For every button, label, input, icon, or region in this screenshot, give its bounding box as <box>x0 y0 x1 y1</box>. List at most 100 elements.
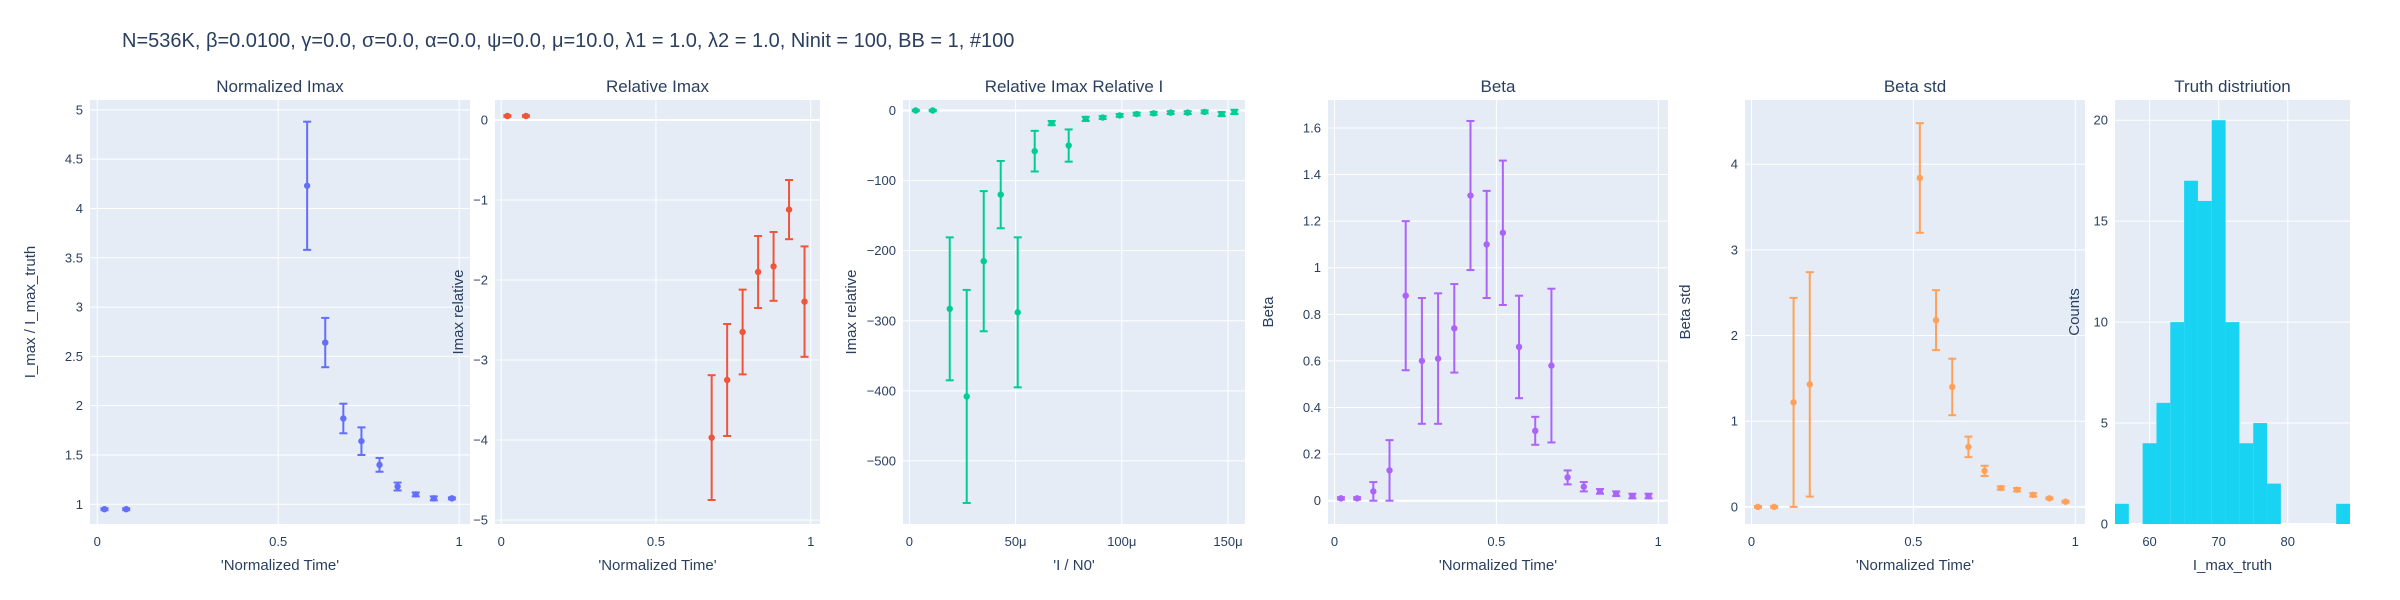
y-tick-label: 5 <box>2101 416 2108 431</box>
subplot-title: Relative Imax <box>606 77 709 96</box>
data-point-with-error-bar <box>1628 492 1637 500</box>
data-point-with-error-bar <box>2045 495 2054 502</box>
y-tick-label: −4 <box>473 433 488 448</box>
y-tick-label: 0.8 <box>1303 307 1321 322</box>
y-axis-label: Imax relative <box>843 269 860 354</box>
subplot-title: Beta <box>1481 77 1517 96</box>
data-point-with-error-bar <box>1217 110 1226 118</box>
data-point-with-error-bar <box>1369 481 1378 502</box>
data-marker <box>1548 362 1555 369</box>
y-tick-label: 1 <box>1731 414 1738 429</box>
data-marker <box>1916 174 1924 182</box>
y-tick-label: 0.2 <box>1303 447 1321 462</box>
data-marker <box>1467 192 1474 199</box>
data-marker <box>1099 114 1106 121</box>
data-marker <box>963 393 970 400</box>
data-point-with-error-bar <box>1547 287 1556 444</box>
y-tick-label: −300 <box>867 313 896 328</box>
data-point-with-error-bar <box>2013 486 2021 493</box>
data-point-with-error-bar <box>122 506 131 513</box>
data-point-with-error-bar <box>1401 220 1410 372</box>
data-marker <box>1031 147 1038 155</box>
data-point-with-error-bar <box>1064 128 1073 163</box>
y-tick-label: 2.5 <box>65 349 83 364</box>
x-axis-label: 'Normalized Time' <box>598 557 716 574</box>
data-marker <box>1949 383 1956 391</box>
data-point-with-error-bar <box>357 426 366 456</box>
data-point-with-error-bar <box>2029 491 2038 499</box>
y-tick-label: 4 <box>1731 157 1738 172</box>
chart-panel-1: 0 0.5 1 1 1.5 2 2.5 3 3.5 4 4.5 5 Normalized Imax 'No… <box>22 77 470 574</box>
data-point-with-error-bar <box>1805 271 1814 498</box>
plot-area <box>90 100 470 524</box>
data-marker <box>2062 498 2069 505</box>
x-tick-label: 1 <box>456 534 463 549</box>
x-tick-label: 0 <box>1331 534 1338 549</box>
data-marker <box>739 328 746 336</box>
data-marker <box>785 206 793 213</box>
y-tick-label: 1.6 <box>1303 120 1321 135</box>
data-marker <box>1370 488 1377 495</box>
data-marker <box>980 257 987 265</box>
y-tick-label: 1 <box>76 497 83 512</box>
subplot-title: Beta std <box>1884 77 1946 96</box>
subplot-title: Relative Imax Relative I <box>985 77 1164 96</box>
data-point-with-error-bar <box>375 456 384 473</box>
histogram-bar <box>2115 503 2129 524</box>
x-tick-label: 0.5 <box>269 534 287 549</box>
y-tick-label: 15 <box>2094 214 2108 229</box>
data-marker <box>1790 399 1797 406</box>
y-axis-label: Counts <box>2066 288 2083 336</box>
data-point-with-error-bar <box>1515 294 1524 400</box>
data-point-with-error-bar <box>911 107 920 114</box>
data-point-with-error-bar <box>979 190 988 333</box>
x-tick-label: 0.5 <box>1487 534 1505 549</box>
data-marker <box>1014 309 1021 316</box>
y-tick-label: 3 <box>1731 242 1738 257</box>
y-tick-label: 1.2 <box>1303 214 1321 229</box>
x-tick-label: 0 <box>94 534 101 549</box>
y-axis-label: Beta std <box>1677 284 1694 339</box>
data-point-with-error-bar <box>800 245 809 358</box>
histogram-bar <box>2170 322 2185 524</box>
plot-area <box>1328 100 1668 524</box>
data-marker <box>358 437 365 445</box>
histogram-bar <box>2184 180 2198 524</box>
data-marker <box>504 112 511 120</box>
data-marker <box>1231 108 1238 116</box>
data-marker <box>1981 467 1988 475</box>
histogram-bar <box>2156 402 2171 524</box>
data-point-with-error-bar <box>1450 283 1459 374</box>
y-tick-label: 10 <box>2094 315 2108 330</box>
y-tick-label: 0 <box>2101 517 2108 532</box>
data-marker <box>1048 119 1055 127</box>
y-tick-label: 3 <box>76 300 83 315</box>
data-point-with-error-bar <box>1098 114 1107 121</box>
x-tick-label: 100μ <box>1107 534 1136 549</box>
chart-panel-6: 60 70 80 0 5 10 15 20 Truth distriution I_max_tru… <box>2066 77 2350 574</box>
y-tick-label: 20 <box>2094 113 2108 128</box>
y-tick-label: −5 <box>473 513 488 528</box>
x-axis-label: I_max_truth <box>2193 557 2272 574</box>
data-point-with-error-bar <box>754 235 763 309</box>
data-marker <box>2046 495 2053 502</box>
data-marker <box>1997 484 2005 492</box>
data-point-with-error-bar <box>1596 488 1604 495</box>
chart-panel-5: 0 0.5 1 0 1 2 3 4 Beta std 'Normalized Time' Beta … <box>1677 77 2085 574</box>
data-point-with-error-bar <box>723 323 732 437</box>
data-point-with-error-bar <box>447 495 456 502</box>
data-marker <box>1337 495 1345 502</box>
data-point-with-error-bar <box>1336 495 1345 502</box>
data-marker <box>1418 357 1426 365</box>
data-marker <box>522 112 530 120</box>
histogram-bar <box>2336 503 2350 524</box>
x-axis-label: 'Normalized Time' <box>1856 557 1974 574</box>
x-tick-label: 0 <box>498 534 505 549</box>
data-point-with-error-bar <box>945 236 954 382</box>
x-tick-label: 0.5 <box>647 534 665 549</box>
data-marker <box>394 483 401 490</box>
data-point-with-error-bar <box>1385 439 1394 502</box>
subplot-title: Truth distriution <box>2174 77 2291 96</box>
y-tick-label: 1 <box>1314 260 1321 275</box>
x-tick-label: 1 <box>807 534 814 549</box>
